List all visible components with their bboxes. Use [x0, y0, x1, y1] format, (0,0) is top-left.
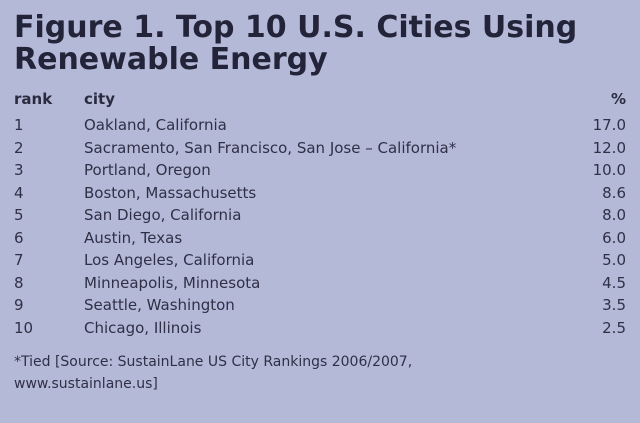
rank-cell: 5 — [14, 206, 24, 224]
source-footnote: *Tied [Source: SustainLane US City Ranki… — [14, 354, 413, 392]
table-row: 9 Seattle, Washington 3.5 — [14, 296, 626, 319]
city-cell: Minneapolis, Minnesota — [84, 273, 261, 292]
city-cell: Portland, Oregon — [84, 161, 211, 179]
rank-cell: 8 — [14, 273, 24, 292]
city-cell: Los Angeles, California — [84, 251, 255, 269]
table-row: 5 San Diego, California 8.0 — [14, 206, 626, 229]
percent-cell: 6.0 — [602, 228, 626, 247]
header-city: city — [84, 90, 115, 108]
percent-cell: 8.6 — [602, 183, 626, 202]
rank-cell: 3 — [14, 161, 24, 179]
table-body: 1 Oakland, California 17.0 2 Sacramento, Sa… — [14, 116, 626, 341]
table-row: 3 Portland, Oregon 10.0 — [14, 161, 626, 184]
rank-cell: 9 — [14, 296, 24, 314]
rank-cell: 6 — [14, 228, 24, 247]
percent-cell: 4.5 — [602, 273, 626, 292]
table-row: 1 Oakland, California 17.0 — [14, 116, 626, 139]
header-rank: rank — [14, 90, 53, 108]
percent-cell: 12.0 — [592, 138, 626, 157]
rank-cell: 7 — [14, 251, 24, 269]
percent-cell: 17.0 — [592, 116, 626, 134]
percent-cell: 8.0 — [602, 206, 626, 224]
percent-cell: 2.5 — [602, 318, 626, 337]
header-percent: % — [610, 90, 626, 108]
figure-title: Figure 1. Top 10 U.S. Cities Using Renew… — [14, 10, 578, 77]
city-cell: Boston, Massachusetts — [84, 183, 257, 202]
city-cell: Chicago, Illinois — [84, 318, 202, 337]
city-cell: Oakland, California — [84, 116, 227, 134]
table-row: 10 Chicago, Illinois 2.5 — [14, 319, 626, 342]
city-cell: Seattle, Washington — [84, 296, 235, 314]
table-row: 2 Sacramento, San Francisco, San Jose – C… — [14, 139, 626, 162]
city-cell: Austin, Texas — [84, 228, 183, 247]
table-row: 6 Austin, Texas 6.0 — [14, 229, 626, 252]
rank-cell: 2 — [14, 138, 24, 157]
rank-cell: 10 — [14, 318, 34, 337]
percent-cell: 5.0 — [602, 251, 626, 269]
city-cell: San Diego, California — [84, 206, 242, 224]
city-cell: Sacramento, San Francisco, San Jose – Ca… — [84, 138, 457, 157]
table-row: 8 Minneapolis, Minnesota 4.5 — [14, 274, 626, 297]
percent-cell: 10.0 — [592, 161, 626, 179]
table-header: rank city % — [14, 90, 626, 108]
table-row: 4 Boston, Massachusetts 8.6 — [14, 184, 626, 207]
rank-cell: 1 — [14, 116, 24, 134]
rank-cell: 4 — [14, 183, 24, 202]
table-row: 7 Los Angeles, California 5.0 — [14, 251, 626, 274]
percent-cell: 3.5 — [602, 296, 626, 314]
